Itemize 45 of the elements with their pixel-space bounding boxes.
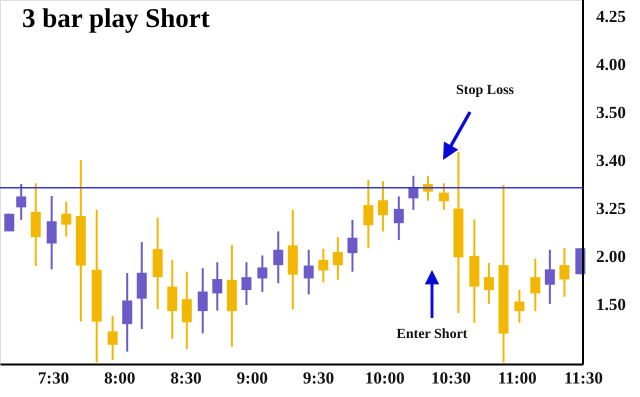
candlestick xyxy=(257,254,268,293)
text: 3.40 xyxy=(596,151,626,170)
text: 3.50 xyxy=(596,103,626,122)
candlestick xyxy=(378,180,388,232)
candlestick xyxy=(318,248,328,284)
candlestick xyxy=(394,195,404,242)
chart-title: 3 bar play Short xyxy=(22,3,210,33)
x-tick-label: 10:00 xyxy=(364,368,405,388)
x-tick-label: 10:30 xyxy=(431,368,471,388)
candlestick xyxy=(304,248,314,296)
candlestick xyxy=(182,270,192,350)
candlestick xyxy=(46,195,57,270)
candlestick xyxy=(484,262,494,305)
x-tick-label: 11:30 xyxy=(564,368,603,388)
candlestick xyxy=(559,246,570,298)
candlestick xyxy=(347,218,358,273)
candlestick xyxy=(108,314,118,362)
candlestick xyxy=(438,182,449,211)
x-tick-label: 8:30 xyxy=(170,368,202,388)
text: 2.00 xyxy=(596,247,626,266)
candlestick xyxy=(332,236,343,281)
annotation: Enter Short xyxy=(396,327,468,342)
x-tick-label: 11:00 xyxy=(498,368,537,388)
text: Stop Loss xyxy=(456,83,515,98)
candlestick xyxy=(514,289,524,324)
candlestick xyxy=(363,179,374,250)
candlestick xyxy=(61,200,72,238)
x-tick-label: 8:00 xyxy=(104,368,136,388)
text: 1.50 xyxy=(596,295,626,314)
x-tick-label: 7:30 xyxy=(38,368,70,388)
text: 4.25 xyxy=(596,7,626,26)
text: 3.25 xyxy=(596,199,626,218)
candlestick xyxy=(212,261,222,312)
x-tick-label: 9:30 xyxy=(302,368,334,388)
text: 4.00 xyxy=(596,55,626,74)
candlestick xyxy=(4,212,14,232)
candlestick xyxy=(16,183,26,221)
candlestick xyxy=(198,267,208,334)
candlestick xyxy=(122,272,132,353)
candlestick xyxy=(273,230,284,284)
candlestick xyxy=(544,248,555,305)
x-tick-label: 9:00 xyxy=(236,368,268,388)
candlestick xyxy=(408,174,418,211)
candlestick xyxy=(530,258,540,312)
candlestick xyxy=(241,261,252,306)
